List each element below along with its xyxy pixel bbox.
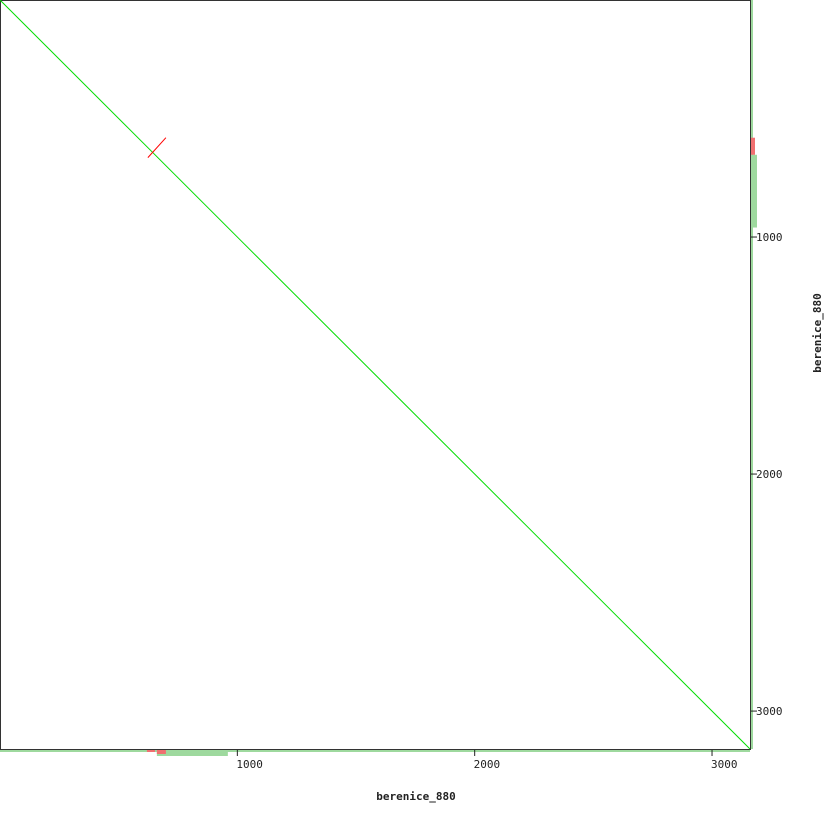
alignment-line-1 <box>147 137 167 158</box>
x-axis-label: berenice_880 <box>376 790 455 803</box>
x-coverage-bar-0 <box>0 750 750 752</box>
x-coverage-bar-1 <box>156 750 228 756</box>
y-tick-label: 2000 <box>756 468 783 481</box>
y-tick-label: 3000 <box>756 705 783 718</box>
y-coverage-bar-0 <box>751 0 753 749</box>
x-coverage-bar-2 <box>146 750 155 752</box>
x-tick-label: 1000 <box>236 758 263 771</box>
y-axis-label: berenice_880 <box>811 293 824 372</box>
y-coverage-bar-2 <box>751 137 755 155</box>
x-coverage-bar-3 <box>156 750 166 754</box>
plot-frame <box>0 0 751 750</box>
y-coverage-bar-1 <box>751 154 757 228</box>
alignment-line-0 <box>0 0 751 750</box>
y-tick-label: 1000 <box>756 231 783 244</box>
x-tick-label: 2000 <box>474 758 501 771</box>
x-tick-label: 3000 <box>711 758 738 771</box>
